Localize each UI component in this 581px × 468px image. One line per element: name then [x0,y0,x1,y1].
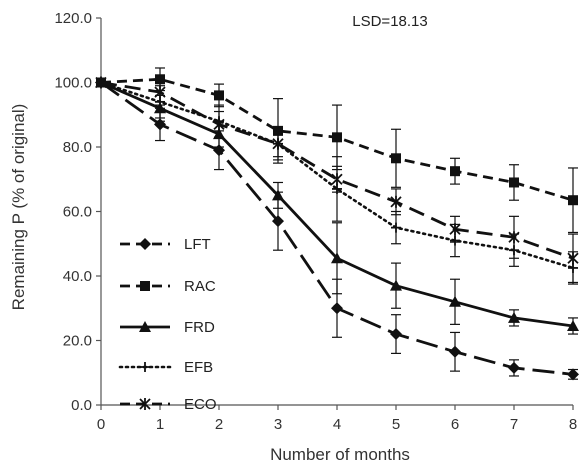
lsd-annotation: LSD=18.13 [352,13,427,30]
y-tick-label: 40.0 [63,268,92,285]
x-tick-label: 7 [510,416,518,433]
y-tick-label: 20.0 [63,333,92,350]
legend-item-rac: RAC [120,278,216,295]
data-point [332,132,342,143]
x-tick-label: 2 [215,416,223,433]
x-axis-title: Number of months [270,445,410,464]
y-tick-label: 100.0 [54,75,92,92]
data-point [508,361,520,374]
data-point [272,137,284,150]
y-axis-title: Remaining P (% of original) [9,104,28,311]
legend-label: ECO [184,396,217,413]
data-point [272,189,284,201]
series-eco [95,76,579,284]
y-tick-label: 80.0 [63,139,92,156]
legend-label: FRD [184,319,215,336]
y-tick-label: 120.0 [54,10,92,27]
legend-label: EFB [184,359,213,376]
x-ticks: 0 1 2 3 4 5 6 7 8 [97,405,577,433]
y-ticks: 0.0 20.0 40.0 60.0 80.0 100.0 120.0 [54,10,101,414]
data-point [567,252,579,265]
data-point [272,215,284,228]
x-tick-label: 4 [333,416,341,433]
legend-marker [140,281,150,291]
data-point [331,252,343,264]
legend-marker [140,362,150,372]
data-point [449,345,461,358]
data-point [391,222,401,233]
data-point [95,76,107,89]
data-point [390,279,402,291]
legend-item-efb: EFB [118,359,213,376]
data-point [450,166,460,177]
data-point [331,302,343,315]
x-tick-label: 1 [156,416,164,433]
series-line [100,81,574,260]
legend-item-lft: LFT [120,236,211,253]
data-point [213,118,225,131]
axes: 0.0 20.0 40.0 60.0 80.0 100.0 120.0 0 1 2 3 4 5 6 7 8 [54,10,577,433]
data-point [508,231,520,244]
y-tick-label: 60.0 [63,204,92,221]
data-point [508,311,520,323]
x-tick-label: 3 [274,416,282,433]
data-point [509,177,519,188]
data-point [567,368,579,381]
data-point [391,153,401,164]
data-point [390,328,402,341]
legend-item-eco: ECO [120,396,217,413]
legend-label: RAC [184,278,216,295]
x-tick-label: 0 [97,416,105,433]
data-point [214,90,224,101]
data-point [449,295,461,307]
data-point [390,195,402,208]
legend: LFT RAC FRD EFB ECO [118,236,217,413]
legend-marker [139,238,151,250]
data-point [154,86,166,99]
series-layer [95,67,579,381]
x-tick-label: 5 [392,416,400,433]
legend-item-frd: FRD [120,319,215,336]
series-line [99,81,575,270]
data-point [568,195,578,206]
data-point [331,173,343,186]
legend-label: LFT [184,236,211,253]
x-tick-label: 8 [569,416,577,433]
legend-marker [139,321,151,332]
y-tick-label: 0.0 [71,397,92,414]
data-point [449,223,461,236]
data-point [567,319,579,331]
legend-marker [139,398,151,410]
x-tick-label: 6 [451,416,459,433]
